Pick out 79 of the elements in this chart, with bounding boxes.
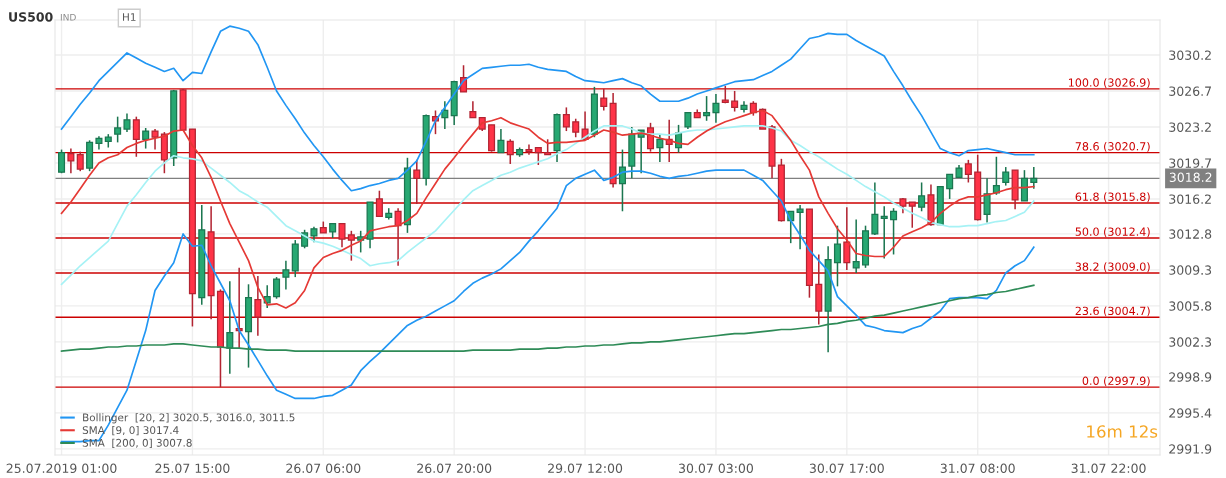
candlestick — [562, 106, 570, 132]
chart-title: US500 — [9, 12, 53, 22]
candlestick — [908, 201, 916, 229]
x-tick-label: 26.07 20:00 — [417, 463, 492, 474]
candlestick — [67, 147, 75, 174]
x-tick-label: 31.07 08:00 — [940, 463, 1015, 474]
x-tick-label: 30.07 17:00 — [809, 463, 884, 474]
y-tick-label: 3016.2 — [1169, 194, 1211, 204]
ref-line-label: 38.2 (3009.0) — [1075, 262, 1150, 273]
candlestick — [375, 189, 383, 218]
y-tick-label: 2995.4 — [1169, 408, 1212, 418]
ref-line-label: 23.6 (3004.7) — [1075, 306, 1150, 317]
candlestick — [338, 222, 346, 249]
candlestick — [142, 127, 150, 150]
candlestick — [226, 280, 234, 375]
candlestick — [497, 128, 505, 154]
y-tick-label: 3009.3 — [1169, 265, 1212, 275]
candlestick — [833, 224, 841, 288]
candlestick — [964, 159, 972, 184]
candlestick — [871, 181, 879, 236]
y-tick-label: 3030.2 — [1169, 50, 1211, 60]
candlestick — [572, 117, 580, 138]
candlestick — [712, 93, 720, 124]
ref-line-label: 100.0 (3026.9) — [1068, 78, 1150, 89]
y-tick-label: 3026.7 — [1169, 86, 1211, 96]
candlestick — [525, 143, 533, 156]
x-tick-label: 26.07 06:00 — [286, 463, 361, 474]
x-tick-label: 29.07 12:00 — [548, 463, 623, 474]
x-tick-label: 30.07 03:00 — [679, 463, 753, 474]
candlestick — [656, 133, 664, 163]
candlestick — [282, 259, 290, 291]
candlestick — [132, 115, 140, 158]
candlestick — [1002, 166, 1010, 187]
annotation: IND — [60, 13, 76, 21]
candlestick — [852, 218, 860, 274]
candlestick — [843, 206, 851, 271]
x-tick-label: 25.07 15:00 — [155, 463, 230, 474]
line-series — [60, 284, 1035, 352]
ref-line-label: 0.0 (2997.9) — [1082, 376, 1150, 387]
candlestick — [618, 148, 626, 213]
ref-line-label: 78.6 (3020.7) — [1075, 141, 1150, 152]
annotation: H1 — [123, 13, 136, 21]
legend-label: SMA [9, 0] 3017.4 — [82, 425, 179, 436]
y-tick-label: 3005.8 — [1169, 301, 1212, 311]
ref-line-label: 61.8 (3015.8) — [1075, 192, 1150, 203]
candlestick — [347, 230, 355, 262]
candlestick — [114, 115, 122, 144]
candlestick — [1030, 166, 1038, 190]
candlestick — [703, 95, 711, 122]
candlestick — [918, 181, 926, 213]
candlestick — [1020, 169, 1028, 202]
y-tick-label: 3002.3 — [1169, 337, 1212, 347]
candlestick — [273, 276, 281, 300]
y-tick-label: 2998.9 — [1169, 372, 1212, 382]
annotation: 16m 12s — [1087, 425, 1158, 438]
candlestick — [123, 112, 131, 133]
candlestick — [890, 207, 898, 256]
candlestick — [254, 275, 262, 337]
candlestick — [796, 204, 804, 251]
y-tick-label: 3012.8 — [1169, 229, 1212, 239]
candlestick — [880, 205, 888, 260]
ref-line-label: 50.0 (3012.4) — [1075, 227, 1150, 238]
candlestick — [413, 159, 421, 205]
y-tick-label: 2991.9 — [1169, 444, 1212, 454]
candlestick — [983, 177, 991, 224]
x-tick-label: 31.07 22:00 — [1071, 463, 1146, 474]
line-series — [60, 25, 1035, 192]
line-series — [60, 125, 1035, 286]
candlestick — [506, 138, 514, 165]
y-tick-label: 3019.7 — [1169, 158, 1211, 168]
ref-line-label: 3018.2 — [1169, 172, 1212, 182]
candlestick — [76, 150, 84, 172]
x-tick-label: 25.07.2019 01:00 — [6, 463, 117, 474]
candlestick — [946, 173, 954, 200]
y-tick-label: 3023.2 — [1169, 122, 1211, 132]
candlestick — [731, 90, 739, 113]
candlestick — [600, 88, 608, 112]
candlestick — [151, 128, 159, 151]
line-series — [60, 109, 1035, 309]
